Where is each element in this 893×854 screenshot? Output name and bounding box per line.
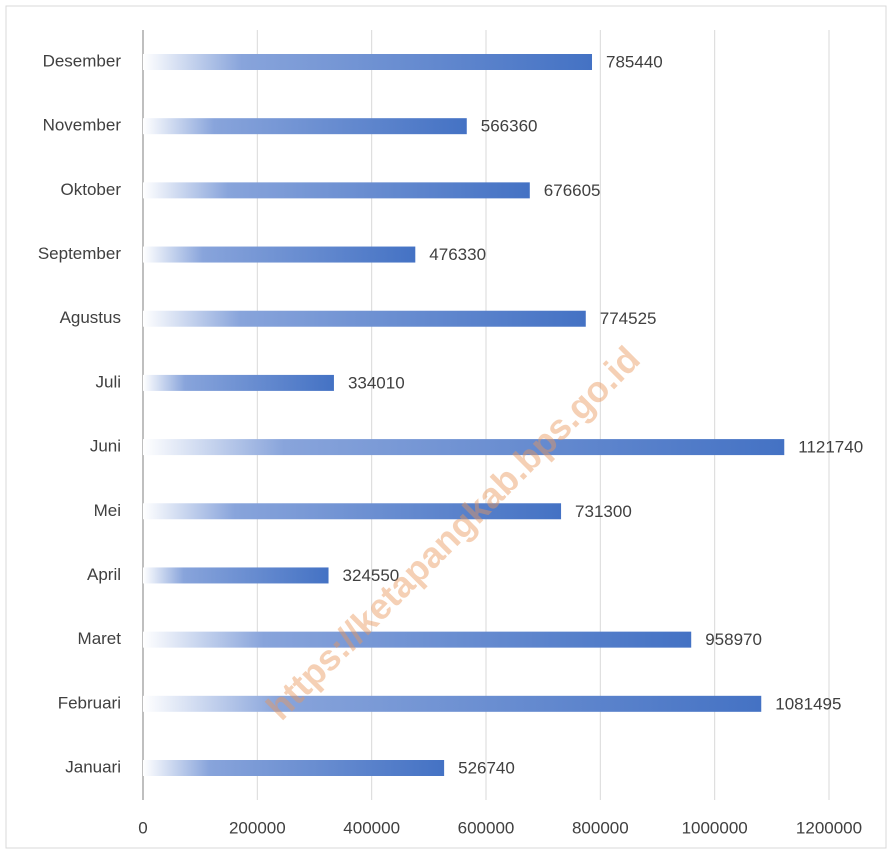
y-tick-label: Januari	[65, 757, 121, 776]
y-tick-label: Desember	[43, 51, 122, 70]
data-label: 476330	[429, 245, 486, 264]
x-tick-label: 400000	[343, 818, 400, 837]
bar	[143, 760, 445, 776]
bar	[143, 182, 530, 199]
y-tick-label: November	[43, 116, 122, 135]
bar	[143, 631, 692, 648]
x-tick-label: 0	[138, 818, 147, 837]
y-tick-label: Agustus	[60, 308, 121, 327]
bar	[143, 567, 329, 584]
data-label: 958970	[705, 630, 762, 649]
y-tick-label: Mei	[94, 501, 121, 520]
x-tick-label: 800000	[572, 818, 629, 837]
y-tick-label: Oktober	[61, 180, 122, 199]
bar	[143, 246, 416, 263]
x-tick-label: 1000000	[682, 818, 748, 837]
y-tick-label: Februari	[58, 693, 121, 712]
data-label: 566360	[481, 117, 538, 136]
x-tick-label: 200000	[229, 818, 286, 837]
y-tick-label: Juli	[95, 372, 121, 391]
data-label: 1121740	[798, 438, 863, 457]
y-tick-label: Juni	[90, 437, 121, 456]
bar	[143, 310, 586, 327]
data-label: 774525	[600, 309, 657, 328]
data-label: 526740	[458, 758, 515, 777]
data-label: 324550	[343, 566, 400, 585]
data-label: 1081495	[775, 694, 841, 713]
x-tick-label: 1200000	[796, 818, 862, 837]
bar	[143, 118, 467, 135]
data-label: 676605	[544, 181, 601, 200]
data-label: 785440	[606, 52, 663, 71]
bar	[143, 54, 593, 70]
data-label: 334010	[348, 373, 405, 392]
bar	[143, 695, 762, 712]
y-tick-label: April	[87, 565, 121, 584]
data-label: 731300	[575, 502, 632, 521]
plot-area: 0 200000 400000 600000 800000 1000000 1200000 J…	[38, 30, 863, 837]
y-tick-label: Maret	[78, 629, 122, 648]
x-tick-label: 600000	[458, 818, 515, 837]
bar	[143, 503, 562, 520]
y-tick-label: September	[38, 244, 121, 263]
bar	[143, 439, 785, 456]
bar	[143, 374, 334, 391]
